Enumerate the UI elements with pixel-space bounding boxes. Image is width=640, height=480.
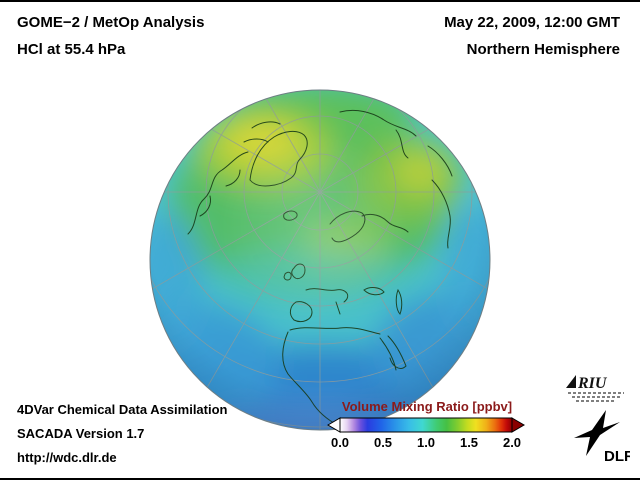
dlr-logo: DLR bbox=[574, 410, 630, 464]
colorbar-right-arrow bbox=[511, 417, 525, 433]
colorbar-gradient bbox=[327, 417, 525, 433]
colorbar-tick: 0.0 bbox=[330, 435, 350, 450]
colorbar-ticks: 0.0 0.5 1.0 1.5 2.0 bbox=[331, 433, 521, 450]
species-level-label: HCl at 55.4 hPa bbox=[17, 41, 126, 58]
colorbar-tick: 2.0 bbox=[502, 435, 522, 450]
logo-block: RIU DLR bbox=[558, 372, 630, 464]
dlr-emblem-icon bbox=[574, 410, 620, 456]
assimilation-label: 4DVar Chemical Data Assimilation bbox=[17, 402, 228, 417]
colorbar-tick: 0.5 bbox=[373, 435, 393, 450]
analysis-title: GOME−2 / MetOp Analysis bbox=[17, 14, 205, 31]
colorbar-tick: 1.5 bbox=[459, 435, 479, 450]
footer-left: 4DVar Chemical Data Assimilation SACADA … bbox=[17, 398, 228, 470]
datetime-label: May 22, 2009, 12:00 GMT bbox=[444, 14, 620, 31]
dlr-logo-text: DLR bbox=[604, 448, 630, 464]
sphere-shading bbox=[150, 90, 490, 430]
globe-limb bbox=[149, 89, 491, 431]
colorbar-bar bbox=[339, 417, 513, 433]
header-left: GOME−2 / MetOp Analysis HCl at 55.4 hPa bbox=[17, 9, 204, 63]
colorbar-title: Volume Mixing Ratio [ppbv] bbox=[341, 399, 513, 414]
header-right: May 22, 2009, 12:00 GMT Northern Hemisph… bbox=[444, 9, 620, 63]
colorbar: Volume Mixing Ratio [ppbv] bbox=[327, 399, 527, 450]
colorbar-tick: 1.0 bbox=[416, 435, 436, 450]
colorbar-left-arrow bbox=[327, 417, 341, 433]
riu-logo-text: RIU bbox=[577, 375, 608, 392]
frame-border-bottom bbox=[0, 478, 640, 480]
frame-border-top bbox=[0, 0, 640, 2]
url-label: http://wdc.dlr.de bbox=[17, 450, 117, 465]
hemisphere-label: Northern Hemisphere bbox=[466, 41, 620, 58]
version-label: SACADA Version 1.7 bbox=[17, 426, 145, 441]
riu-logo: RIU bbox=[566, 375, 624, 402]
